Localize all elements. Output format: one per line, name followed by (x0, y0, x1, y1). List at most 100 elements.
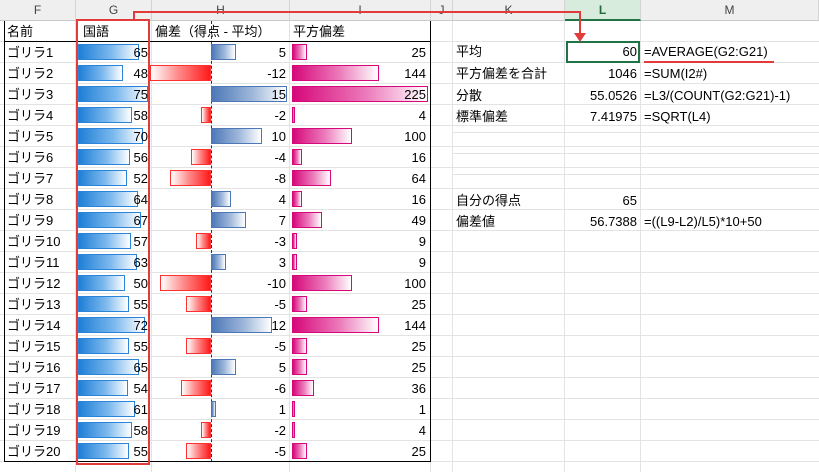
deviation-cell[interactable]: -2 (274, 423, 286, 438)
name-cell[interactable]: ゴリラ4 (7, 108, 54, 123)
column-header-l[interactable]: L (565, 0, 641, 21)
score-cell[interactable]: 58 (133, 423, 148, 438)
name-cell[interactable]: ゴリラ14 (7, 318, 61, 333)
stat-value-variance[interactable]: 55.0526 (590, 88, 637, 103)
score-cell[interactable]: 70 (133, 129, 148, 144)
squared-deviation-cell[interactable]: 144 (404, 318, 426, 333)
squared-deviation-cell[interactable]: 16 (411, 150, 426, 165)
name-cell[interactable]: ゴリラ7 (7, 171, 54, 186)
stat-formula-mean[interactable]: =AVERAGE(G2:G21) (644, 44, 768, 59)
deviation-cell[interactable]: -5 (274, 339, 286, 354)
deviation-cell[interactable]: 4 (278, 192, 286, 207)
deviation-cell[interactable]: 10 (271, 129, 286, 144)
score-cell[interactable]: 65 (133, 45, 148, 60)
column-header-f[interactable]: F (0, 0, 76, 21)
squared-deviation-cell[interactable]: 64 (411, 171, 426, 186)
own-score-value[interactable]: 65 (622, 193, 637, 208)
score-cell[interactable]: 50 (133, 276, 148, 291)
name-cell[interactable]: ゴリラ10 (7, 234, 61, 249)
name-cell[interactable]: ゴリラ12 (7, 276, 61, 291)
score-cell[interactable]: 57 (133, 234, 148, 249)
stat-value-mean[interactable]: 60 (622, 44, 637, 59)
score-cell[interactable]: 65 (133, 360, 148, 375)
stat-formula-variance[interactable]: =L3/(COUNT(G2:G21)-1) (644, 88, 791, 103)
squared-deviation-cell[interactable]: 49 (411, 213, 426, 228)
squared-deviation-cell[interactable]: 9 (418, 234, 426, 249)
score-cell[interactable]: 55 (133, 297, 148, 312)
squared-deviation-cell[interactable]: 36 (411, 381, 426, 396)
name-cell[interactable]: ゴリラ17 (7, 381, 61, 396)
name-cell[interactable]: ゴリラ15 (7, 339, 61, 354)
active-cell-l2[interactable] (566, 41, 640, 63)
squared-deviation-cell[interactable]: 25 (411, 444, 426, 459)
column-header-k[interactable]: K (453, 0, 565, 21)
score-cell[interactable]: 64 (133, 192, 148, 207)
name-cell[interactable]: ゴリラ19 (7, 423, 61, 438)
deviation-cell[interactable]: -12 (267, 66, 286, 81)
deviation-cell[interactable]: 1 (278, 402, 286, 417)
score-cell[interactable]: 48 (133, 66, 148, 81)
deviation-cell[interactable]: 5 (278, 45, 286, 60)
squared-deviation-cell[interactable]: 1 (418, 402, 426, 417)
name-cell[interactable]: ゴリラ13 (7, 297, 61, 312)
header-name[interactable]: 名前 (7, 24, 34, 39)
stat-formula-stdev[interactable]: =SQRT(L4) (644, 109, 711, 124)
name-cell[interactable]: ゴリラ5 (7, 129, 54, 144)
stat-label-variance[interactable]: 分散 (456, 88, 483, 103)
deviation-cell[interactable]: 12 (271, 318, 286, 333)
score-cell[interactable]: 63 (133, 255, 148, 270)
squared-deviation-cell[interactable]: 4 (418, 108, 426, 123)
name-cell[interactable]: ゴリラ18 (7, 402, 61, 417)
squared-deviation-cell[interactable]: 25 (411, 360, 426, 375)
score-cell[interactable]: 58 (133, 108, 148, 123)
deviation-value-value[interactable]: 56.7388 (590, 214, 637, 229)
deviation-cell[interactable]: -6 (274, 381, 286, 396)
stat-label-sum-sq[interactable]: 平方偏差を合計 (456, 66, 548, 81)
stat-formula-sum-sq[interactable]: =SUM(I2#) (644, 66, 708, 81)
stat-value-sum-sq[interactable]: 1046 (608, 66, 637, 81)
squared-deviation-cell[interactable]: 100 (404, 129, 426, 144)
score-cell[interactable]: 55 (133, 444, 148, 459)
score-cell[interactable]: 52 (133, 171, 148, 186)
deviation-cell[interactable]: -2 (274, 108, 286, 123)
score-cell[interactable]: 67 (133, 213, 148, 228)
deviation-cell[interactable]: 3 (278, 255, 286, 270)
deviation-cell[interactable]: 5 (278, 360, 286, 375)
score-cell[interactable]: 55 (133, 339, 148, 354)
stat-value-stdev[interactable]: 7.41975 (590, 109, 637, 124)
name-cell[interactable]: ゴリラ20 (7, 444, 61, 459)
header-squared-deviation[interactable]: 平方偏差 (293, 24, 346, 39)
name-cell[interactable]: ゴリラ8 (7, 192, 54, 207)
deviation-cell[interactable]: -5 (274, 444, 286, 459)
deviation-cell[interactable]: -10 (267, 276, 286, 291)
score-cell[interactable]: 56 (133, 150, 148, 165)
squared-deviation-cell[interactable]: 25 (411, 297, 426, 312)
squared-deviation-cell[interactable]: 25 (411, 339, 426, 354)
own-score-label[interactable]: 自分の得点 (456, 193, 522, 208)
deviation-cell[interactable]: 15 (271, 87, 286, 102)
stat-label-mean[interactable]: 平均 (456, 44, 483, 59)
name-cell[interactable]: ゴリラ3 (7, 87, 54, 102)
squared-deviation-cell[interactable]: 144 (404, 66, 426, 81)
deviation-cell[interactable]: -8 (274, 171, 286, 186)
score-cell[interactable]: 75 (133, 87, 148, 102)
column-header-h[interactable]: H (152, 0, 290, 21)
squared-deviation-cell[interactable]: 4 (418, 423, 426, 438)
name-cell[interactable]: ゴリラ16 (7, 360, 61, 375)
deviation-cell[interactable]: -3 (274, 234, 286, 249)
squared-deviation-cell[interactable]: 16 (411, 192, 426, 207)
deviation-cell[interactable]: -5 (274, 297, 286, 312)
squared-deviation-cell[interactable]: 100 (404, 276, 426, 291)
name-cell[interactable]: ゴリラ6 (7, 150, 54, 165)
deviation-value-label[interactable]: 偏差値 (456, 214, 496, 229)
squared-deviation-cell[interactable]: 25 (411, 45, 426, 60)
header-score[interactable]: 国語 (83, 24, 110, 39)
squared-deviation-cell[interactable]: 225 (404, 87, 426, 102)
name-cell[interactable]: ゴリラ11 (7, 255, 60, 270)
column-header-i[interactable]: I (290, 0, 431, 21)
name-cell[interactable]: ゴリラ2 (7, 66, 54, 81)
column-header-j[interactable]: J (431, 0, 453, 21)
score-cell[interactable]: 72 (133, 318, 148, 333)
name-cell[interactable]: ゴリラ1 (7, 45, 54, 60)
stat-label-stdev[interactable]: 標準偏差 (456, 109, 509, 124)
